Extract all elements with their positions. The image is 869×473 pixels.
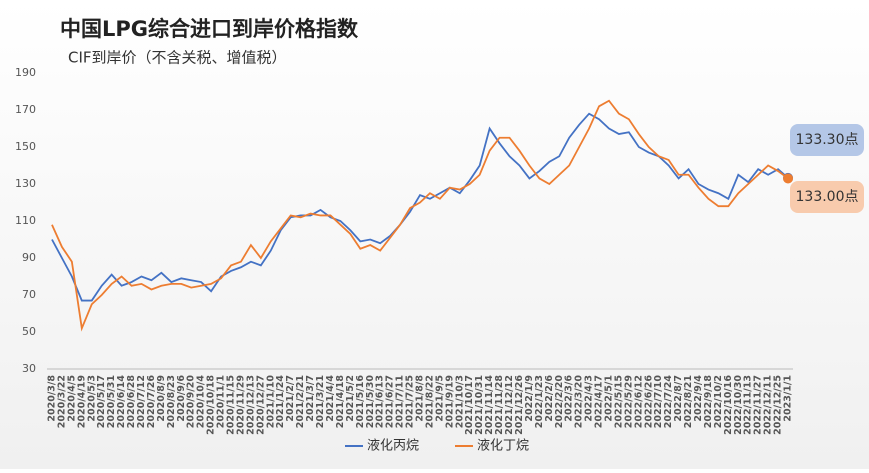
x-tick-label: 2020/10/4	[196, 375, 207, 429]
line	[51, 99, 789, 332]
x-tick-label: 2020/12/13	[245, 375, 256, 435]
x-tick-label: 2022/5/15	[613, 375, 624, 428]
x-tick-label: 2021/5/2	[345, 375, 356, 422]
x-tick-label: 2020/3/22	[56, 375, 67, 428]
x-tick-label: 2020/6/14	[116, 375, 127, 429]
x-tick-label: 2022/10/2	[713, 375, 724, 428]
chart-title: 中国LPG综合进口到岸价格指数	[60, 17, 359, 41]
value-label: 133.30点	[796, 132, 859, 148]
x-tick-label: 2022/1/9	[524, 375, 535, 422]
value-label-box	[790, 181, 864, 213]
x-tick-label: 2022/9/18	[703, 375, 714, 429]
x-tick-label: 2021/9/5	[434, 375, 445, 422]
x-tick-label: 2022/9/4	[693, 375, 704, 422]
x-tick-label: 2021/3/21	[315, 375, 326, 428]
x-tick-label: 2020/11/1	[216, 375, 227, 428]
value-label-box	[790, 124, 864, 156]
x-tick-label: 2022/8/21	[683, 375, 694, 428]
x-tick-label: 2022/10/30	[733, 375, 744, 435]
x-tick-label: 2021/5/30	[365, 375, 376, 429]
x-tick-label: 2022/1/23	[534, 375, 545, 428]
x-tick-label: 2021/6/13	[375, 375, 386, 428]
x-tick-label: 2021/2/7	[285, 375, 296, 422]
x-tick-label: 2022/11/27	[753, 375, 764, 435]
x-tick-label: 2022/12/11	[763, 375, 774, 435]
x-tick-label: 2021/1/24	[275, 375, 286, 429]
x-tick-label: 2021/4/4	[325, 375, 336, 422]
x-tick-label: 2021/11/28	[494, 375, 505, 435]
x-tick-label: 2020/10/18	[206, 375, 217, 435]
x-tick-label: 2021/6/27	[385, 375, 396, 428]
x-tick-label: 2020/4/19	[76, 375, 87, 428]
x-tick-label: 2022/12/25	[773, 375, 784, 435]
x-tick-label: 2021/8/8	[415, 375, 426, 422]
line	[51, 112, 789, 302]
x-tick-label: 2022/4/17	[594, 375, 605, 428]
x-tick-label: 2022/6/26	[643, 375, 654, 429]
x-tick-label: 2022/5/29	[623, 375, 634, 428]
end-point	[783, 173, 794, 184]
y-tick-label: 110	[15, 214, 36, 227]
x-tick-label: 2020/12/27	[255, 375, 266, 435]
x-tick-label: 2021/10/3	[454, 375, 465, 428]
x-tick-label: 2022/10/16	[723, 375, 734, 435]
legend-label: 液化丙烷	[367, 439, 419, 454]
x-tick-label: 2021/2/21	[295, 375, 306, 428]
x-tick-label: 2022/7/10	[653, 375, 664, 429]
x-tick-label: 2022/2/6	[544, 375, 555, 422]
x-tick-label: 2020/7/12	[136, 375, 147, 428]
x-tick-label: 2021/3/7	[305, 375, 316, 422]
x-tick-label: 2021/7/25	[405, 375, 416, 428]
x-tick-label: 2023/1/1	[783, 375, 794, 422]
x-tick-label: 2021/12/26	[514, 375, 525, 435]
x-tick-label: 2020/6/28	[126, 375, 137, 429]
x-tick-label: 2022/4/3	[584, 375, 595, 422]
x-tick-label: 2022/6/12	[633, 375, 644, 428]
x-tick-label: 2022/3/20	[574, 375, 585, 429]
chart-subtitle: CIF到岸价（不含关税、增值税）	[68, 49, 287, 67]
x-tick-label: 2020/11/15	[226, 375, 237, 435]
x-tick-label: 2021/11/14	[484, 375, 495, 435]
y-tick-label: 90	[22, 251, 36, 264]
x-tick-label: 2022/5/1	[603, 375, 614, 422]
x-tick-label: 2020/5/31	[106, 375, 117, 428]
x-tick-label: 2020/5/17	[96, 375, 107, 428]
value-label: 133.00点	[796, 189, 859, 205]
x-tick-label: 2020/9/20	[186, 375, 197, 429]
x-tick-label: 2020/8/9	[156, 375, 167, 422]
x-tick-label: 2021/9/19	[444, 375, 455, 428]
x-tick-label: 2021/10/31	[474, 375, 485, 435]
x-tick-label: 2020/9/6	[176, 375, 187, 422]
x-tick-label: 2020/8/23	[166, 375, 177, 428]
x-tick-label: 2021/10/17	[464, 375, 475, 435]
x-tick-label: 2022/11/13	[743, 375, 754, 435]
x-tick-label: 2020/5/3	[86, 375, 97, 422]
x-tick-label: 2022/7/24	[663, 375, 674, 429]
y-tick-label: 50	[22, 325, 36, 338]
legend-label: 液化丁烷	[477, 439, 529, 454]
y-tick-label: 150	[15, 140, 36, 153]
y-tick-label: 70	[22, 288, 36, 301]
y-tick-label: 170	[15, 103, 36, 116]
y-tick-label: 190	[15, 66, 36, 79]
y-tick-label: 30	[22, 362, 36, 375]
x-tick-label: 2020/7/26	[146, 375, 157, 429]
x-tick-label: 2021/8/22	[424, 375, 435, 428]
x-tick-label: 2022/8/7	[673, 375, 684, 422]
x-tick-label: 2022/2/20	[554, 375, 565, 429]
y-tick-label: 130	[15, 177, 36, 190]
x-tick-label: 2021/1/10	[265, 375, 276, 429]
x-tick-label: 2021/12/12	[504, 375, 515, 435]
x-tick-label: 2020/11/29	[235, 375, 246, 435]
x-tick-label: 2020/3/8	[46, 375, 57, 422]
x-tick-label: 2022/3/6	[564, 375, 575, 422]
x-tick-label: 2021/5/16	[355, 375, 366, 429]
x-tick-label: 2020/4/5	[66, 375, 77, 422]
x-tick-label: 2021/4/18	[335, 375, 346, 429]
x-tick-label: 2021/7/11	[395, 375, 406, 428]
